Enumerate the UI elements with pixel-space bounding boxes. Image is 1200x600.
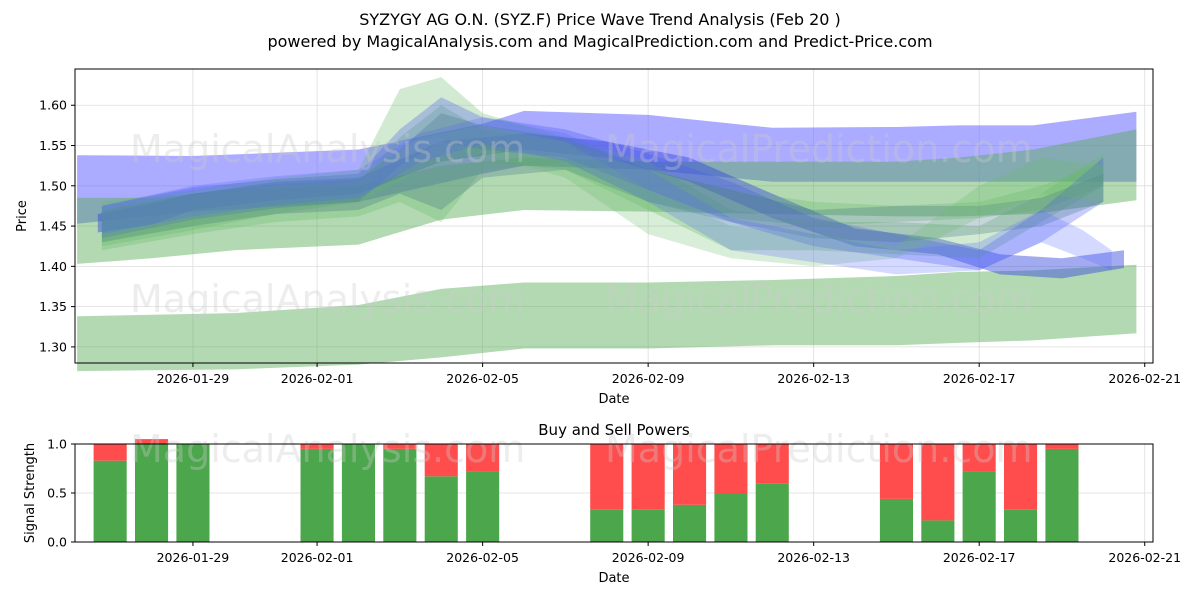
price-xtick-label: 2026-02-13 <box>777 371 850 386</box>
band-green-wave-3 <box>101 125 1104 267</box>
signal-title: Buy and Sell Powers <box>538 421 690 439</box>
signal-xtick-label: 2026-02-21 <box>1108 550 1181 565</box>
price-xtick-label: 2026-01-29 <box>157 371 230 386</box>
watermark-4: MagicalPrediction.com <box>605 277 1033 321</box>
price-xtick-label: 2026-02-09 <box>612 371 685 386</box>
price-ytick-label: 1.55 <box>39 138 67 153</box>
band-green-low <box>77 264 1137 372</box>
buy-bar <box>383 448 417 542</box>
sell-bar <box>1045 444 1079 449</box>
signal-xtick-label: 2026-02-09 <box>612 550 685 565</box>
price-x-label: Date <box>598 392 629 407</box>
sell-bar <box>631 444 665 510</box>
buy-bar <box>424 476 458 542</box>
buy-bar <box>135 444 169 542</box>
sell-bar <box>424 444 458 477</box>
signal-y-ticks: 0.0 0.5 1.0 <box>47 437 75 550</box>
band-blue-main <box>97 133 1124 279</box>
band-green-wave-1 <box>101 77 1104 259</box>
price-ytick-label: 1.30 <box>39 339 67 354</box>
price-xtick-label: 2026-02-17 <box>943 371 1016 386</box>
buy-bar <box>673 504 707 542</box>
band-teal-wave <box>101 113 1104 243</box>
price-ytick-label: 1.40 <box>39 259 67 274</box>
buy-bar <box>341 444 375 542</box>
price-grid <box>75 69 1153 363</box>
chart-title-line1: SYZYGY AG O.N. (SYZ.F) Price Wave Trend … <box>359 10 841 29</box>
buy-bar <box>921 520 955 542</box>
watermark-1: MagicalAnalysis.com <box>130 127 525 171</box>
sell-bar <box>714 444 748 493</box>
price-ytick-label: 1.60 <box>39 98 67 113</box>
signal-x-ticks: 2026-01-29 2026-02-01 2026-02-05 2026-02-09… <box>157 542 1181 565</box>
price-xtick-label: 2026-02-01 <box>281 371 354 386</box>
sell-bar <box>962 444 996 472</box>
watermark-3: MagicalAnalysis.com <box>130 277 525 321</box>
buy-bar <box>1004 509 1038 542</box>
buy-bar <box>714 493 748 542</box>
signal-xtick-label: 2026-02-01 <box>281 550 354 565</box>
signal-xtick-label: 2026-02-17 <box>943 550 1016 565</box>
signal-x-label: Date <box>598 571 629 586</box>
signal-ytick-label: 1.0 <box>47 437 67 452</box>
band-blue-wave-1 <box>101 97 1104 271</box>
band-green-wave-2 <box>101 105 1104 251</box>
buy-bar <box>176 444 210 542</box>
price-bands <box>77 77 1137 372</box>
signal-panel: Buy and Sell Powers MagicalAnalysis.com … <box>23 421 1181 586</box>
signal-xtick-label: 2026-02-13 <box>777 550 850 565</box>
band-blue-upper <box>77 110 1137 224</box>
price-y-label: Price <box>15 200 30 232</box>
buy-bar <box>93 460 127 542</box>
signal-bars <box>93 439 1079 542</box>
chart-title-line2: powered by MagicalAnalysis.com and Magic… <box>267 32 932 51</box>
band-green-mid <box>77 129 1137 264</box>
price-y-ticks: 1.30 1.35 1.40 1.45 1.50 1.55 1.60 <box>39 98 75 354</box>
buy-bar <box>300 448 334 542</box>
price-panel: MagicalAnalysis.com MagicalPrediction.co… <box>15 68 1181 407</box>
sell-bar <box>383 444 417 449</box>
watermark-5: MagicalAnalysis.com <box>130 427 525 471</box>
signal-ytick-label: 0.5 <box>47 486 67 501</box>
price-ytick-label: 1.50 <box>39 178 67 193</box>
watermark-6: MagicalPrediction.com <box>605 427 1033 471</box>
sell-bar <box>590 444 624 510</box>
buy-bar <box>590 509 624 542</box>
sell-bar <box>466 444 500 472</box>
price-ytick-label: 1.45 <box>39 219 67 234</box>
buy-bar <box>631 509 665 542</box>
signal-ytick-label: 0.0 <box>47 535 67 550</box>
signal-watermarks: MagicalAnalysis.com MagicalPrediction.co… <box>130 427 1033 471</box>
buy-bar <box>755 483 789 542</box>
price-x-ticks: 2026-01-29 2026-02-01 2026-02-05 2026-02-09… <box>157 363 1181 386</box>
sell-bar <box>300 444 334 449</box>
buy-bar <box>466 471 500 542</box>
price-ytick-label: 1.35 <box>39 299 67 314</box>
sell-bar <box>1004 444 1038 510</box>
band-blue-wave-2 <box>101 117 1112 275</box>
price-watermarks: MagicalAnalysis.com MagicalPrediction.co… <box>130 127 1033 321</box>
watermark-2: MagicalPrediction.com <box>605 127 1033 171</box>
sell-bar <box>135 439 169 444</box>
buy-bar <box>1045 448 1079 542</box>
signal-xtick-label: 2026-02-05 <box>446 550 519 565</box>
price-axes-frame <box>74 68 1154 364</box>
sell-bar <box>93 444 127 461</box>
signal-xtick-label: 2026-01-29 <box>157 550 230 565</box>
sell-bar <box>879 444 913 499</box>
price-xtick-label: 2026-02-05 <box>446 371 519 386</box>
buy-bar <box>962 471 996 542</box>
price-xtick-label: 2026-02-21 <box>1108 371 1181 386</box>
sell-bar <box>673 444 707 505</box>
signal-y-label: Signal Strength <box>23 443 38 543</box>
buy-bar <box>879 498 913 542</box>
sell-bar <box>921 444 955 521</box>
sell-bar <box>755 444 789 484</box>
